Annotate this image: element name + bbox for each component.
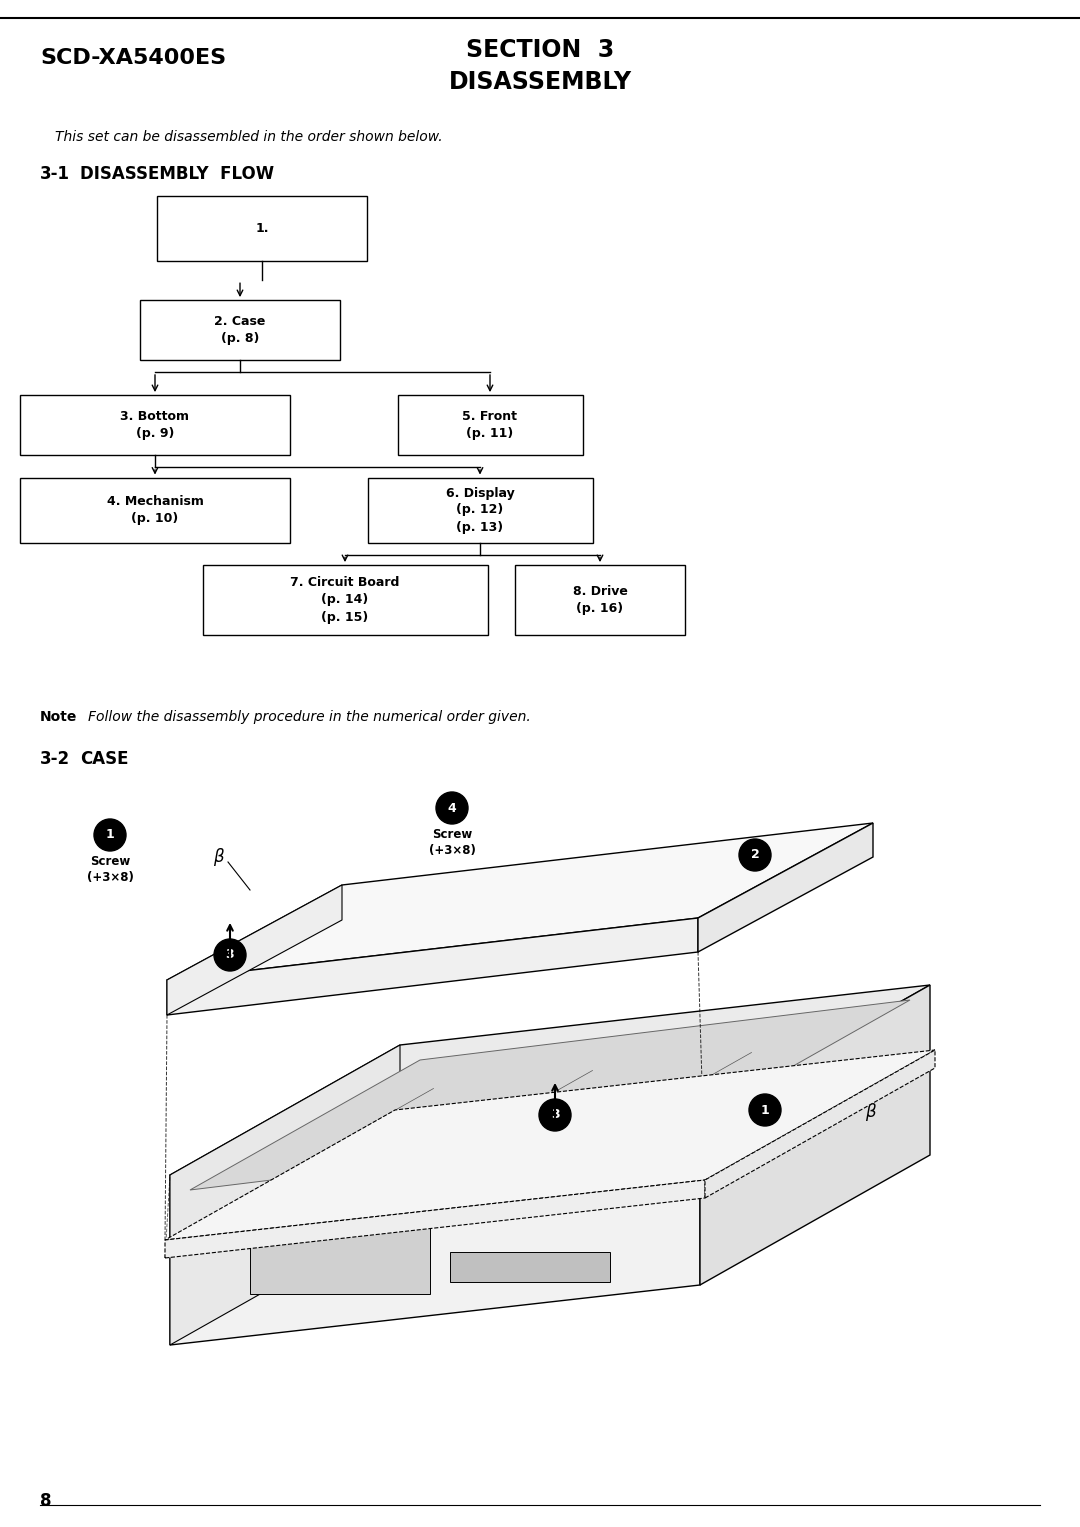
- Polygon shape: [165, 1051, 935, 1240]
- Text: Screw
(+3×8): Screw (+3×8): [785, 1089, 832, 1118]
- Circle shape: [750, 1093, 781, 1125]
- Bar: [515, 565, 685, 635]
- Polygon shape: [190, 1000, 910, 1190]
- Bar: [21, 395, 291, 455]
- Text: 8: 8: [40, 1492, 52, 1510]
- Circle shape: [739, 838, 771, 870]
- Text: 7. Circuit Board
(p. 14)
(p. 15): 7. Circuit Board (p. 14) (p. 15): [291, 577, 400, 623]
- Text: 6. Display
(p. 12)
(p. 13): 6. Display (p. 12) (p. 13): [446, 487, 514, 533]
- Polygon shape: [170, 1044, 400, 1345]
- Bar: [157, 195, 367, 261]
- Polygon shape: [167, 886, 342, 1015]
- Text: 3-2: 3-2: [40, 750, 70, 768]
- Text: This set can be disassembled in the order shown below.: This set can be disassembled in the orde…: [55, 130, 443, 144]
- Text: Cover
(P. 8): Cover (P. 8): [775, 834, 813, 863]
- Bar: [249, 1217, 430, 1293]
- Circle shape: [94, 818, 126, 851]
- Text: Note: Note: [40, 710, 78, 724]
- Bar: [367, 478, 593, 542]
- Bar: [208, 1234, 220, 1246]
- Text: 3-1: 3-1: [40, 165, 70, 183]
- Circle shape: [214, 939, 246, 971]
- Text: 3: 3: [551, 1109, 559, 1121]
- Text: SCD-XA5400ES: SCD-XA5400ES: [40, 47, 226, 69]
- Bar: [21, 478, 291, 542]
- Text: CASE: CASE: [80, 750, 129, 768]
- Polygon shape: [698, 823, 873, 951]
- Text: 1: 1: [106, 829, 114, 841]
- Bar: [140, 299, 340, 360]
- Text: 5. Front
(p. 11): 5. Front (p. 11): [462, 411, 517, 440]
- Circle shape: [539, 1099, 571, 1132]
- Polygon shape: [170, 985, 930, 1174]
- Text: 3. Bottom
(p. 9): 3. Bottom (p. 9): [121, 411, 189, 440]
- Text: 4: 4: [447, 802, 457, 814]
- Text: β: β: [213, 847, 224, 866]
- Text: Screw
(+3×8): Screw (+3×8): [429, 828, 475, 857]
- Text: β: β: [865, 1102, 875, 1121]
- Text: 1.: 1.: [255, 221, 269, 235]
- Polygon shape: [705, 1051, 935, 1199]
- Polygon shape: [167, 823, 873, 980]
- Text: SECTION  3: SECTION 3: [465, 38, 615, 63]
- Text: Follow the disassembly procedure in the numerical order given.: Follow the disassembly procedure in the …: [87, 710, 530, 724]
- Polygon shape: [167, 918, 698, 1015]
- Text: Screw
(+3×8): Screw (+3×8): [86, 855, 134, 884]
- Text: 3: 3: [226, 948, 234, 962]
- Bar: [226, 1234, 238, 1246]
- Bar: [203, 565, 487, 635]
- Text: 2: 2: [751, 849, 759, 861]
- Bar: [190, 1234, 202, 1246]
- Text: 4. Mechanism
(p. 10): 4. Mechanism (p. 10): [107, 495, 203, 525]
- Circle shape: [436, 793, 468, 825]
- Bar: [450, 1252, 610, 1283]
- Text: 2. Case
(p. 8): 2. Case (p. 8): [214, 315, 266, 345]
- Polygon shape: [170, 1115, 700, 1345]
- Text: 1: 1: [760, 1104, 769, 1116]
- Text: DISASSEMBLY  FLOW: DISASSEMBLY FLOW: [80, 165, 274, 183]
- Text: DISASSEMBLY: DISASSEMBLY: [448, 70, 632, 95]
- Bar: [397, 395, 582, 455]
- Polygon shape: [165, 1180, 705, 1258]
- Text: 8. Drive
(p. 16): 8. Drive (p. 16): [572, 585, 627, 615]
- Polygon shape: [700, 985, 930, 1286]
